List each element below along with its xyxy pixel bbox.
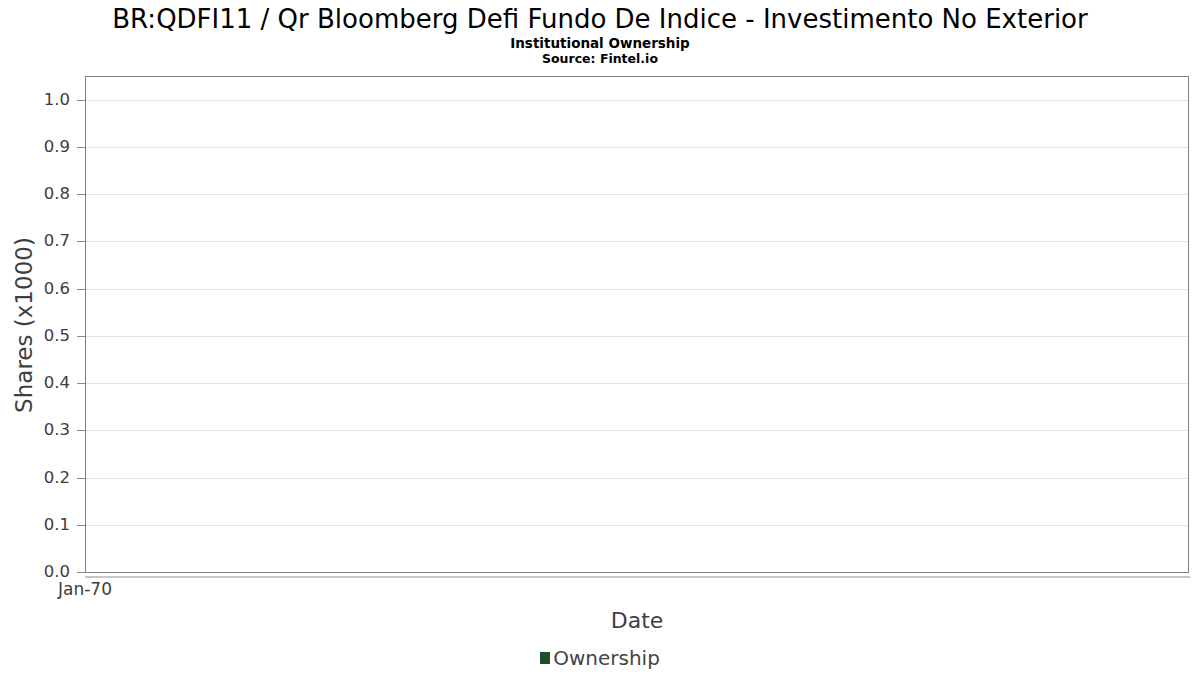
y-gridline	[86, 289, 1188, 290]
y-tick-mark	[77, 383, 85, 384]
y-tick-label: 0.4	[0, 373, 70, 393]
legend-marker	[540, 652, 550, 664]
chart-source-credit: Source: Fintel.io	[0, 51, 1200, 66]
legend-label: Ownership	[553, 645, 660, 671]
y-tick-mark	[77, 525, 85, 526]
y-tick-mark	[77, 289, 85, 290]
y-tick-mark	[77, 194, 85, 195]
y-gridline	[86, 478, 1188, 479]
y-tick-mark	[77, 572, 85, 573]
y-gridline	[86, 430, 1188, 431]
y-tick-label: 0.8	[0, 184, 70, 204]
y-gridline	[86, 147, 1188, 148]
y-tick-mark	[77, 147, 85, 148]
y-gridline	[86, 100, 1188, 101]
legend: Ownership	[0, 645, 1200, 671]
y-tick-mark	[77, 100, 85, 101]
y-tick-label: 0.6	[0, 279, 70, 299]
y-tick-label: 0.9	[0, 137, 70, 157]
institutional-ownership-chart: BR:QDFI11 / Qr Bloomberg Defi Fundo De I…	[0, 0, 1200, 675]
y-tick-mark	[77, 241, 85, 242]
chart-title: BR:QDFI11 / Qr Bloomberg Defi Fundo De I…	[0, 4, 1200, 34]
y-tick-label: 0.2	[0, 468, 70, 488]
y-tick-label: 0.1	[0, 515, 70, 535]
y-gridline	[86, 241, 1188, 242]
y-gridline	[86, 336, 1188, 337]
y-tick-mark	[77, 336, 85, 337]
y-tick-mark	[77, 478, 85, 479]
y-tick-label: 1.0	[0, 90, 70, 110]
y-gridline	[86, 383, 1188, 384]
x-axis-label: Date	[85, 608, 1189, 633]
y-gridline	[86, 194, 1188, 195]
y-tick-label: 0.5	[0, 326, 70, 346]
y-tick-label: 0.3	[0, 420, 70, 440]
y-tick-mark	[77, 430, 85, 431]
x-tick-label: Jan-70	[45, 579, 125, 599]
chart-subtitle: Institutional Ownership	[0, 35, 1200, 51]
x-axis-line	[85, 576, 1190, 578]
plot-area	[85, 76, 1189, 573]
y-tick-label: 0.7	[0, 231, 70, 251]
y-gridline	[86, 525, 1188, 526]
